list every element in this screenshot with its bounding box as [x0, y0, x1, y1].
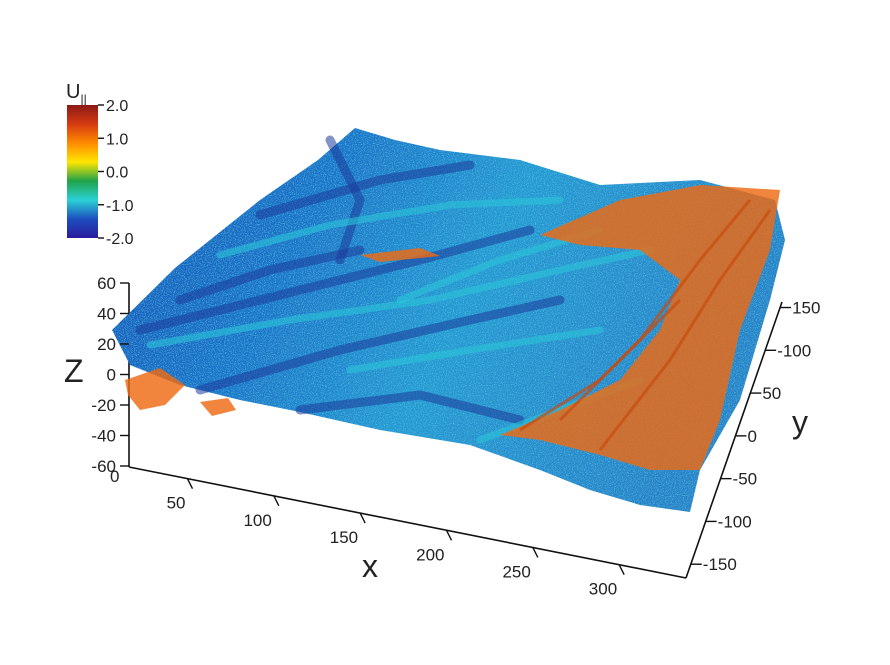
colorbar-tick-label: 2.0: [106, 98, 128, 115]
dark-streak: [325, 135, 365, 265]
colorbar-tick-label: -2.0: [106, 231, 134, 248]
x-tick-mark: [618, 564, 625, 575]
z-tick-label: 0: [107, 366, 116, 385]
z-tick-label: 20: [97, 335, 116, 354]
colorbar: U|| 2.0 1.0 0.0 -1.0 -2.0: [66, 81, 134, 248]
y-tick-label: -100: [718, 512, 752, 531]
orange-region: [500, 185, 780, 470]
y-tick-label: -50: [733, 470, 758, 489]
orange-streak: [598, 209, 772, 451]
y-axis-ticks: 150 -100 50 0 -50 -100 -150: [690, 299, 820, 574]
cyan-streak: [146, 246, 654, 349]
dark-streak: [135, 225, 535, 335]
x-tick-mark: [445, 529, 453, 541]
dark-streak: [255, 160, 475, 220]
x-tick-mark: [186, 478, 194, 489]
cyan-streak: [216, 196, 564, 259]
x-axis-ticks: 50 100 150 200 250 300: [167, 478, 625, 599]
orange-region: [125, 368, 185, 410]
x-tick-label: 150: [330, 528, 358, 547]
x-tick-mark: [359, 512, 366, 524]
x-tick-label: 250: [502, 562, 530, 581]
z-tick-label: -40: [91, 427, 116, 446]
y-tick-label: 150: [792, 299, 820, 318]
x-tick-label: 100: [243, 511, 271, 530]
colorbar-tick-label: -1.0: [106, 198, 134, 215]
point-cloud: [112, 128, 785, 512]
x-axis-line: [128, 466, 687, 579]
y-tick-label: 50: [762, 384, 781, 403]
z-tick-label: 40: [97, 305, 116, 324]
colorbar-tick-label: 0.0: [106, 165, 128, 182]
z-axis-ticks: 60 40 20 0 -20 -40 -60: [91, 274, 129, 476]
z-axis-title: Z: [64, 353, 84, 389]
y-axis-title: y: [792, 404, 808, 440]
dark-streak: [295, 390, 525, 425]
y-tick-label: -100: [777, 341, 811, 360]
z-tick-label: 60: [97, 274, 116, 293]
x-tick-label: 200: [416, 545, 444, 564]
x-axis-title: x: [362, 548, 378, 584]
orange-region: [360, 248, 440, 262]
dark-streak: [195, 295, 565, 395]
x-tick-label: 300: [589, 580, 617, 599]
y-axis-line: [685, 301, 783, 579]
x-tick-mark: [273, 495, 280, 507]
orange-region: [200, 398, 236, 416]
orange-streak: [519, 298, 682, 432]
y-tick-label: -150: [703, 555, 737, 574]
dark-streak: [175, 245, 365, 305]
colorbar-ticks: 2.0 1.0 0.0 -1.0 -2.0: [98, 98, 134, 248]
z-tick-label: -20: [91, 396, 116, 415]
axis-corner-label: 0: [110, 467, 119, 486]
x-tick-mark: [532, 547, 539, 558]
z-tick-label: -60: [91, 457, 116, 476]
y-tick-label: 0: [747, 427, 756, 446]
colorbar-tick-label: 1.0: [106, 131, 128, 148]
cyan-streak: [346, 326, 604, 374]
colorbar-strip: [67, 105, 98, 238]
x-tick-label: 50: [167, 494, 186, 513]
colorbar-title: U||: [66, 81, 87, 106]
